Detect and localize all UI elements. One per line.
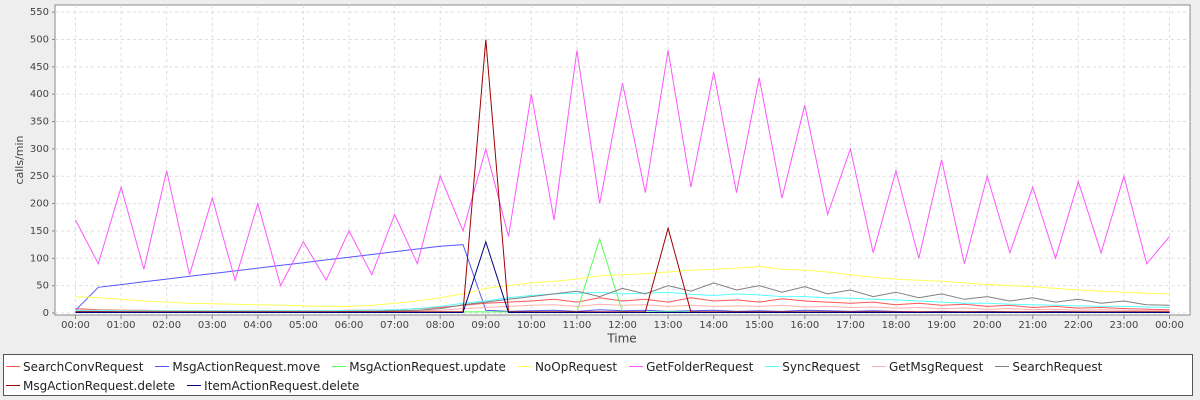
x-tick-label: 21:00 (1018, 320, 1047, 331)
legend-swatch (6, 385, 20, 386)
legend-label: GetFolderRequest (646, 359, 754, 374)
legend-label: NoOpRequest (534, 359, 618, 374)
legend: SearchConvRequest MsgActionRequest.move Ms… (3, 354, 1193, 396)
x-tick-label: 20:00 (973, 320, 1002, 331)
x-tick-label: 10:00 (517, 320, 546, 331)
x-tick-label: 04:00 (243, 320, 272, 331)
x-tick-label: 13:00 (654, 320, 683, 331)
x-tick-label: 03:00 (198, 320, 227, 331)
legend-swatch (517, 366, 532, 367)
x-tick-label: 19:00 (927, 320, 956, 331)
y-tick-label: 100 (30, 253, 49, 264)
x-tick-label: 18:00 (882, 320, 911, 331)
ticks: 0 50 100 150 200 250 300 350 400 450 500 550 00:00 01… (30, 7, 1184, 331)
legend-label: SyncRequest (782, 359, 860, 374)
legend-item: NoOpRequest (517, 357, 618, 376)
legend-swatch (187, 385, 202, 386)
y-tick-label: 350 (30, 117, 49, 128)
y-tick-label: 0 (43, 308, 49, 319)
legend-item: GetMsgRequest (871, 357, 984, 376)
legend-swatch (332, 366, 347, 367)
legend-swatch (629, 366, 644, 367)
y-tick-label: 200 (30, 199, 49, 210)
lines (75, 39, 1170, 313)
x-tick-label: 08:00 (426, 320, 455, 331)
legend-label: MsgActionRequest.update (349, 359, 506, 374)
x-tick-label: 06:00 (335, 320, 364, 331)
x-tick-label: 09:00 (471, 320, 500, 331)
legend-item: SearchConvRequest (6, 357, 143, 376)
x-tick-label: 00:00 (61, 320, 90, 331)
legend-item: MsgActionRequest.move (155, 357, 320, 376)
legend-swatch (6, 366, 20, 367)
legend-item: SearchRequest (995, 357, 1102, 376)
y-tick-label: 250 (30, 171, 49, 182)
x-tick-label: 16:00 (790, 320, 819, 331)
y-tick-label: 450 (30, 62, 49, 73)
y-tick-label: 400 (30, 89, 49, 100)
y-tick-label: 150 (30, 226, 49, 237)
legend-swatch (871, 366, 886, 367)
x-tick-label: 22:00 (1064, 320, 1093, 331)
x-tick-label: 05:00 (289, 320, 318, 331)
x-tick-label: 07:00 (380, 320, 409, 331)
legend-label: MsgActionRequest.move (172, 359, 321, 374)
x-tick-label: 15:00 (745, 320, 774, 331)
y-tick-label: 500 (30, 34, 49, 45)
x-tick-label: 00:00 (1155, 320, 1184, 331)
plot-area (54, 4, 1191, 316)
x-tick-label: 01:00 (107, 320, 136, 331)
x-axis-label: Time (606, 332, 636, 346)
legend-label: SearchConvRequest (23, 359, 144, 374)
x-tick-label: 02:00 (152, 320, 181, 331)
legend-item: MsgActionRequest.delete (6, 376, 175, 395)
x-tick-label: 14:00 (699, 320, 728, 331)
series-line (75, 50, 1170, 287)
legend-label: SearchRequest (1012, 359, 1103, 374)
series-line (75, 291, 1170, 312)
legend-swatch (765, 366, 780, 367)
x-tick-label: 17:00 (836, 320, 865, 331)
series-line (75, 240, 1170, 313)
legend-label: ItemActionRequest.delete (204, 378, 360, 393)
legend-label: GetMsgRequest (888, 359, 984, 374)
series-line (75, 265, 1170, 307)
y-tick-label: 550 (30, 7, 49, 18)
legend-swatch (155, 366, 170, 367)
x-tick-label: 12:00 (608, 320, 637, 331)
chart: 0 50 100 150 200 250 300 350 400 450 500 550 00:00 01… (13, 4, 1191, 346)
legend-item: GetFolderRequest (629, 357, 753, 376)
legend-item: ItemActionRequest.delete (187, 376, 359, 395)
y-tick-label: 300 (30, 144, 49, 155)
series-line (75, 39, 1170, 313)
legend-swatch (995, 366, 1010, 367)
y-axis-label: calls/min (13, 135, 26, 184)
grid (55, 5, 1190, 315)
x-tick-label: 23:00 (1109, 320, 1138, 331)
x-tick-label: 11:00 (563, 320, 592, 331)
legend-item: SyncRequest (765, 357, 860, 376)
legend-label: MsgActionRequest.delete (23, 378, 176, 393)
y-tick-label: 50 (36, 281, 49, 292)
legend-item: MsgActionRequest.update (332, 357, 506, 376)
